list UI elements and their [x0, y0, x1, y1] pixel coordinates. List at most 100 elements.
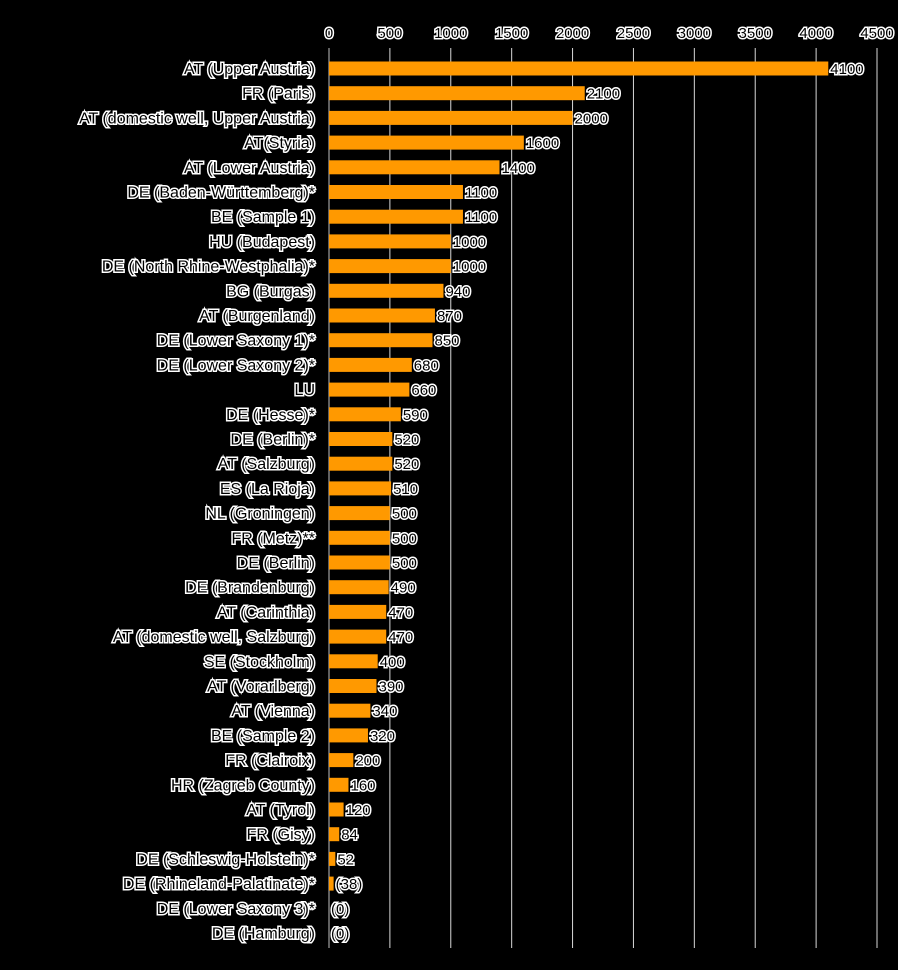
bar	[329, 654, 378, 669]
data-label: (0)	[331, 901, 349, 918]
data-label: 1000	[453, 234, 486, 251]
data-label: 320	[370, 728, 395, 745]
category-label: DE (Schleswig-Holstein)*	[136, 851, 315, 868]
bar	[329, 555, 390, 570]
data-label: 510	[393, 481, 418, 498]
category-label: BE (Sample 1)	[211, 209, 315, 226]
bar	[329, 308, 435, 323]
bar	[329, 629, 387, 644]
category-label: FR (Clairoix)	[225, 753, 315, 770]
category-label: DE (Rhineland-Palatinate)*	[123, 876, 315, 893]
bar	[329, 209, 463, 224]
category-label: BG (Burgas)	[226, 283, 315, 300]
bar	[329, 283, 444, 298]
category-label: AT (domestic well, Upper Austria)	[79, 110, 315, 127]
data-label: 1100	[465, 185, 497, 202]
category-label: DE (Berlin)	[237, 555, 315, 572]
bar	[329, 185, 463, 199]
data-labels: 4100210020001600140011001100100010009408…	[330, 60, 866, 945]
data-label: 84	[341, 827, 358, 844]
bar	[329, 802, 344, 817]
data-label: 1400	[501, 160, 534, 177]
data-label: 52	[337, 851, 354, 868]
category-label: DE (Berlin)*	[231, 432, 315, 449]
bar	[329, 110, 573, 125]
data-label: (0)	[331, 926, 349, 943]
data-label: 390	[378, 679, 403, 696]
bar	[329, 481, 392, 496]
bar	[329, 333, 433, 348]
category-label: DE (North Rhine-Westphalia)*	[102, 259, 315, 276]
bars	[329, 61, 829, 891]
data-label: 940	[445, 283, 470, 300]
x-tick-label: 3000	[678, 25, 711, 42]
category-label: NL (Groningen)	[205, 506, 315, 523]
bar	[329, 357, 412, 372]
category-label: DE (Lower Saxony 3)*	[157, 901, 315, 918]
data-label: 520	[394, 432, 419, 449]
data-label: 120	[346, 802, 371, 819]
bar	[329, 382, 410, 397]
bar	[329, 753, 354, 768]
x-tick-label: 1500	[495, 25, 528, 42]
category-label: FR (Metz)**	[231, 530, 315, 547]
data-label: 1000	[453, 259, 486, 276]
bar	[329, 728, 368, 743]
x-tick-label: 1000	[434, 25, 467, 42]
data-label: 680	[414, 357, 439, 374]
data-label: 470	[388, 604, 413, 621]
data-label: 870	[437, 308, 462, 325]
category-label: FR (Gisy)	[247, 827, 315, 844]
category-label: AT (Tyrol)	[246, 802, 315, 819]
data-label: 520	[394, 456, 419, 473]
data-label: 1600	[526, 135, 559, 152]
bar	[329, 580, 389, 595]
data-label: 490	[391, 580, 416, 597]
bar	[329, 530, 390, 545]
bar	[329, 506, 390, 521]
x-axis-ticks: 0 500 1000 1500 2000 2500 3000 3500 4000 4500	[323, 24, 895, 44]
data-label: 200	[355, 753, 380, 770]
bar	[329, 135, 524, 150]
data-label: 850	[435, 333, 460, 350]
data-label: 500	[392, 506, 417, 523]
data-label: 660	[411, 382, 436, 399]
category-label: DE (Hesse)*	[226, 407, 315, 424]
category-label: AT(Styria)	[244, 135, 315, 152]
category-labels: AT (Upper Austria) FR (Paris) AT (domestic…	[78, 60, 317, 945]
x-tick-label: 4000	[799, 25, 832, 42]
data-label: (38)	[336, 876, 363, 893]
category-label: BE (Sample 2)	[211, 728, 315, 745]
data-label: 400	[380, 654, 405, 671]
data-label: 160	[350, 777, 375, 794]
x-tick-label: 0	[325, 25, 333, 42]
bar	[329, 160, 500, 175]
category-label: LU	[295, 382, 315, 399]
category-label: AT (Vienna)	[231, 703, 315, 720]
data-label: 500	[392, 555, 417, 572]
category-label: DE (Brandenburg)	[185, 580, 315, 597]
bar	[329, 876, 334, 891]
bar	[329, 679, 377, 693]
bar	[329, 86, 585, 101]
data-label: 500	[392, 530, 417, 547]
data-label: 2000	[575, 110, 608, 127]
bar	[329, 604, 387, 619]
data-label: 1100	[465, 209, 497, 226]
data-label: 2100	[587, 86, 620, 103]
category-label: ES (La Rioja)	[220, 481, 315, 498]
bar	[329, 703, 371, 718]
category-label: DE (Lower Saxony 2)*	[157, 357, 315, 374]
bar	[329, 61, 829, 76]
category-label: AT (domestic well, Salzburg)	[113, 629, 315, 646]
bar	[329, 407, 401, 422]
bar	[329, 777, 349, 792]
x-tick-label: 500	[377, 25, 402, 42]
x-tick-label: 2000	[556, 25, 589, 42]
category-label: DE (Baden-Württemberg)*	[127, 185, 315, 202]
category-label: AT (Salzburg)	[218, 456, 315, 473]
bar	[329, 234, 451, 249]
category-label: AT (Upper Austria)	[184, 61, 315, 78]
category-label: AT (Burgenland)	[199, 308, 315, 325]
